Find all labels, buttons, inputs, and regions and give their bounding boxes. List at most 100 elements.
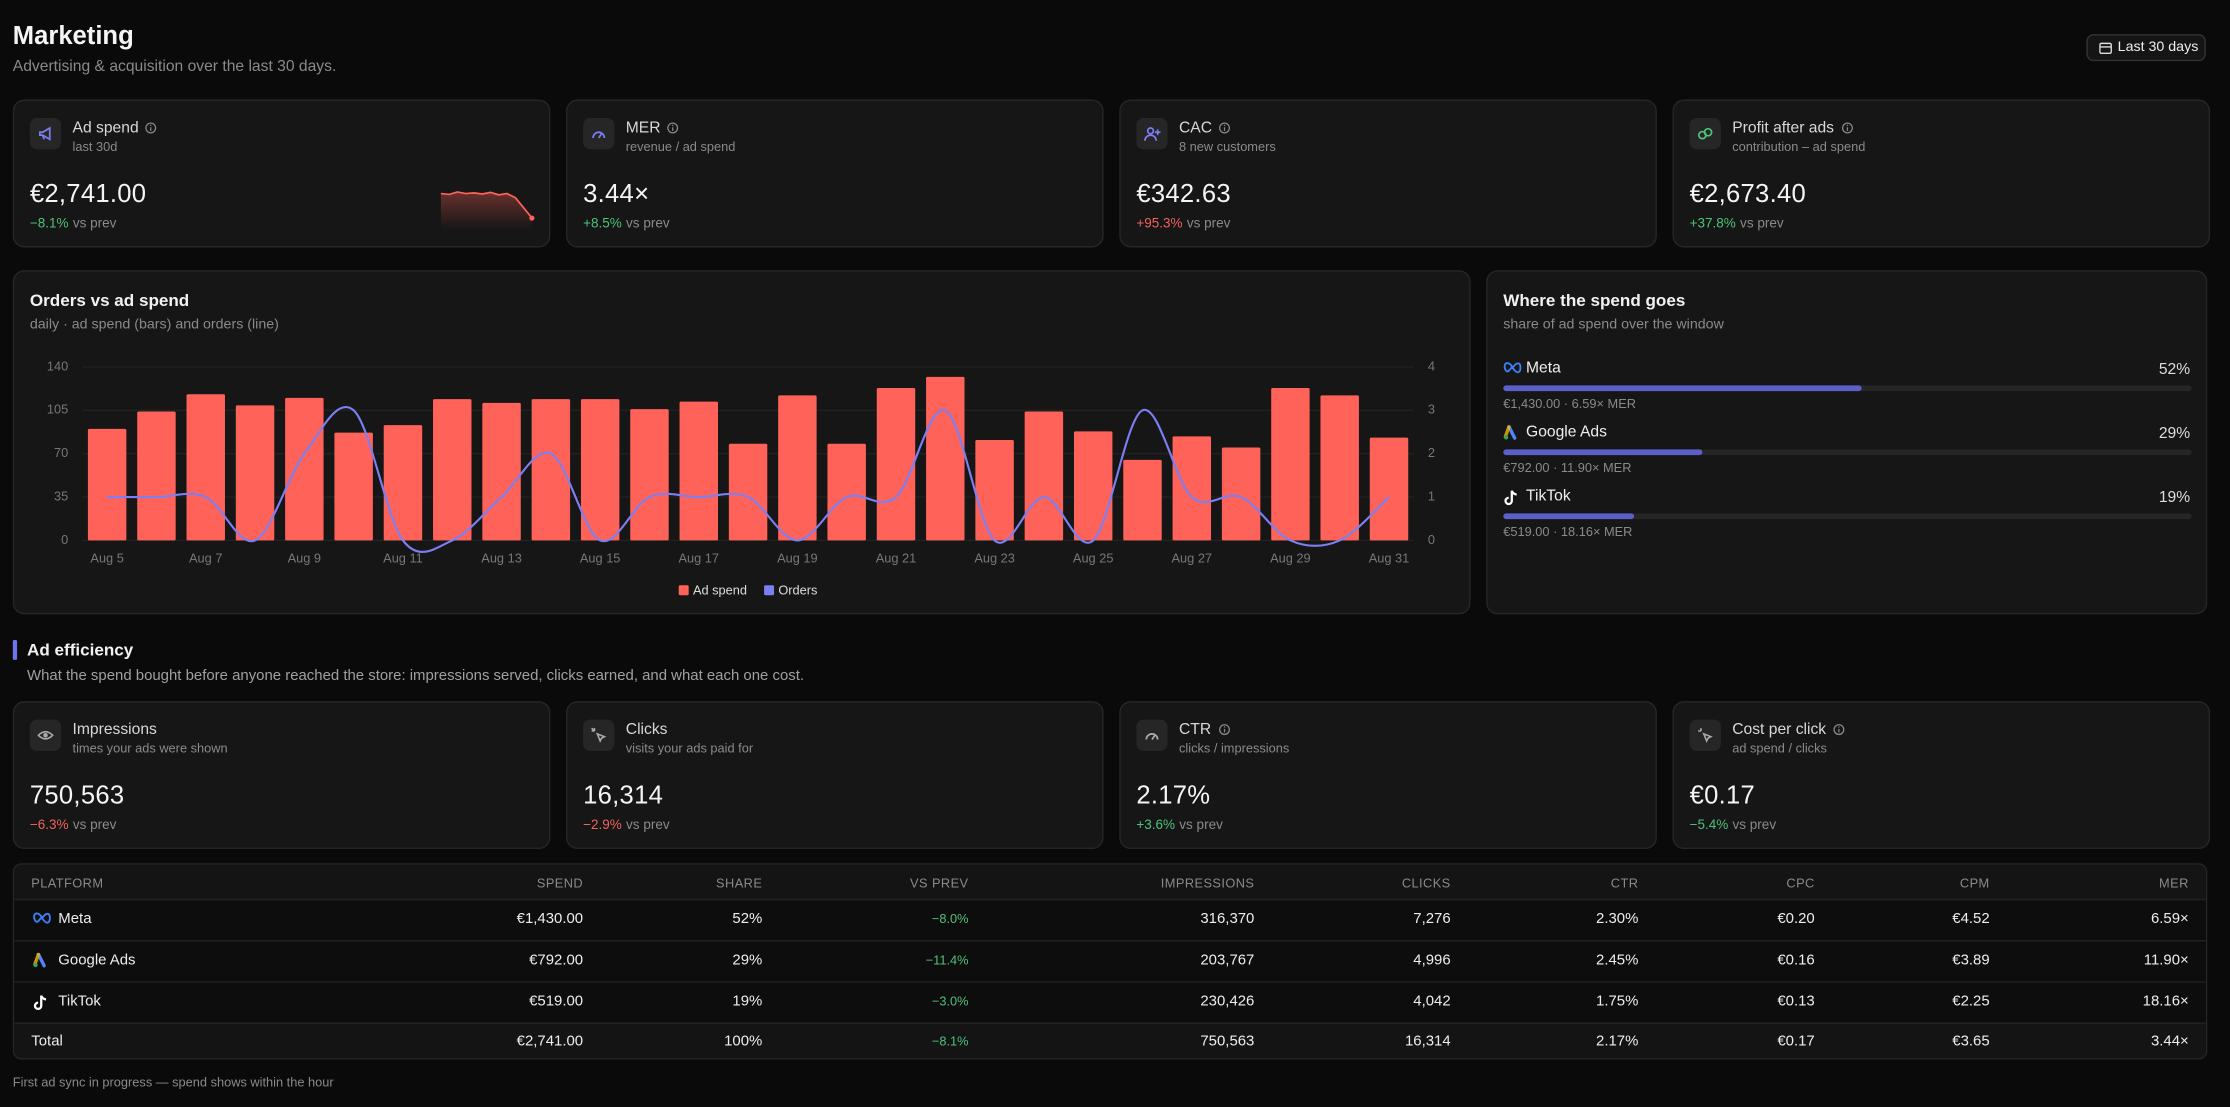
kpi-delta: −5.4% bbox=[1689, 817, 1729, 834]
table-cell: €0.20 bbox=[1777, 909, 1815, 927]
chart-subtitle: daily · ad spend (bars) and orders (line… bbox=[29, 317, 279, 333]
table-cell: 7,276 bbox=[1413, 909, 1451, 927]
kpi-subtitle: last 30d bbox=[72, 139, 118, 154]
icon bbox=[33, 995, 47, 1011]
table-cell: 2.17% bbox=[1596, 1031, 1639, 1049]
table-cell: −8.0% bbox=[931, 911, 969, 926]
spend-subtitle: share of ad spend over the window bbox=[1503, 317, 1724, 333]
icon bbox=[1145, 733, 1159, 741]
kpi-delta-row: +37.8% vs prev bbox=[1690, 216, 1784, 232]
kpi-subtitle: ad spend / clicks bbox=[1732, 740, 1827, 756]
column-header: VS PREV bbox=[910, 876, 969, 891]
kpi-comparison: vs prev bbox=[626, 216, 670, 232]
kpi-comparison: vs prev bbox=[1179, 817, 1223, 834]
kpi-card: Profit after ads contribution – ad spend €… bbox=[1672, 99, 2211, 248]
column-header: SPEND bbox=[536, 876, 584, 891]
table-cell: €2,741.00 bbox=[516, 1031, 584, 1049]
chart-card: Orders vs ad spend daily · ad spend (bar… bbox=[12, 270, 1471, 615]
column-header: IMPRESSIONS bbox=[1160, 876, 1255, 891]
icon bbox=[37, 730, 54, 740]
icon-box bbox=[1136, 719, 1168, 751]
kpi-card: MER revenue / ad spend 3.44× +8.5% vs prev bbox=[566, 99, 1104, 248]
range-button[interactable]: Last 30 days bbox=[2086, 34, 2206, 62]
sparkline-end bbox=[529, 215, 535, 221]
bar bbox=[186, 394, 225, 541]
range-label: Last 30 days bbox=[2117, 39, 2199, 56]
table-row bbox=[14, 940, 2206, 982]
table-cell: 52% bbox=[732, 909, 763, 927]
platform-share: 52% bbox=[2158, 361, 2191, 379]
bar bbox=[235, 405, 275, 541]
kpi-card: CTR clicks / impressions 2.17% +3.6% vs prev bbox=[1119, 701, 1657, 850]
platform-name: Meta bbox=[1526, 359, 1561, 377]
table-cell: −8.1% bbox=[931, 1033, 969, 1049]
table-cell: €0.13 bbox=[1777, 991, 1815, 1010]
x-tick-label: Aug 27 bbox=[1172, 550, 1213, 565]
table-row bbox=[14, 981, 2206, 1023]
table-cell: 750,563 bbox=[1200, 1031, 1255, 1049]
icon bbox=[1218, 724, 1230, 736]
column-header: CLICKS bbox=[1401, 876, 1451, 891]
icon bbox=[1841, 122, 1853, 134]
icon bbox=[1503, 362, 1522, 374]
platform-detail: €1,430.00 · 6.59× MER bbox=[1503, 396, 1636, 412]
kpi-title: CAC bbox=[1179, 119, 1213, 137]
x-tick-label: Aug 17 bbox=[679, 550, 720, 565]
table-cell: 2.45% bbox=[1596, 950, 1639, 968]
kpi-delta: −8.1% bbox=[29, 216, 69, 232]
table-cell: €0.17 bbox=[1777, 1031, 1815, 1049]
platform-cell: Total bbox=[31, 1031, 63, 1049]
x-tick-label: Aug 21 bbox=[876, 550, 917, 565]
sparkline-line bbox=[440, 191, 533, 219]
table-cell: 19% bbox=[732, 991, 763, 1010]
kpi-subtitle: revenue / ad spend bbox=[625, 139, 736, 154]
bar bbox=[482, 402, 521, 541]
section-description: What the spend bought before anyone reac… bbox=[27, 667, 805, 685]
icon bbox=[667, 122, 679, 134]
kpi-card: Clicks visits your ads paid for 16,314 −2.9… bbox=[566, 701, 1104, 850]
table-header bbox=[14, 864, 2206, 901]
kpi-delta: −2.9% bbox=[583, 817, 622, 834]
kpi-delta: +37.8% bbox=[1689, 216, 1736, 232]
x-tick-label: Aug 31 bbox=[1369, 550, 1410, 565]
column-header: CPM bbox=[1959, 876, 1990, 891]
platform-name: Google Ads bbox=[1526, 423, 1607, 441]
table-cell: −11.4% bbox=[925, 952, 969, 968]
table-row bbox=[14, 898, 2206, 941]
icon-box bbox=[583, 719, 615, 751]
x-tick-label: Aug 25 bbox=[1073, 550, 1114, 565]
bar bbox=[876, 387, 916, 541]
kpi-comparison: vs prev bbox=[72, 216, 117, 232]
legend-swatch bbox=[764, 585, 775, 596]
calendar-icon bbox=[2099, 42, 2112, 55]
spend-title: Where the spend goes bbox=[1503, 290, 1686, 311]
x-tick-label: Aug 15 bbox=[580, 550, 621, 565]
x-tick-label: Aug 11 bbox=[383, 550, 423, 565]
icon bbox=[1698, 728, 1713, 743]
table-cell: 11.90× bbox=[2143, 950, 2189, 968]
icon bbox=[1503, 425, 1517, 440]
kpi-subtitle: contribution – ad spend bbox=[1732, 139, 1866, 154]
y-tick-label: 70 bbox=[54, 445, 68, 460]
bar bbox=[334, 432, 373, 541]
table-cell: 2.30% bbox=[1596, 909, 1639, 927]
legend-label: Ad spend bbox=[693, 582, 747, 597]
kpi-value: €2,741.00 bbox=[29, 179, 147, 208]
kpi-delta-row: −5.4% vs prev bbox=[1690, 818, 1777, 834]
kpi-comparison: vs prev bbox=[626, 817, 670, 834]
kpi-subtitle: clicks / impressions bbox=[1179, 740, 1290, 756]
kpi-value: 3.44× bbox=[583, 179, 650, 208]
bar bbox=[383, 425, 423, 541]
kpi-comparison: vs prev bbox=[1740, 216, 1784, 232]
kpi-delta-row: +95.3% vs prev bbox=[1136, 216, 1230, 232]
kpi-comparison: vs prev bbox=[1186, 216, 1231, 232]
kpi-delta-row: −2.9% vs prev bbox=[583, 818, 670, 834]
kpi-value: 750,563 bbox=[29, 780, 125, 810]
table-cell: €4.52 bbox=[1952, 909, 1990, 927]
kpi-title: MER bbox=[625, 119, 661, 137]
icon bbox=[1504, 490, 1517, 506]
table-cell: 4,042 bbox=[1413, 991, 1451, 1010]
table-cell: €1,430.00 bbox=[516, 909, 584, 927]
y-tick-label: 35 bbox=[54, 488, 68, 503]
table-cell: €3.65 bbox=[1952, 1031, 1990, 1049]
